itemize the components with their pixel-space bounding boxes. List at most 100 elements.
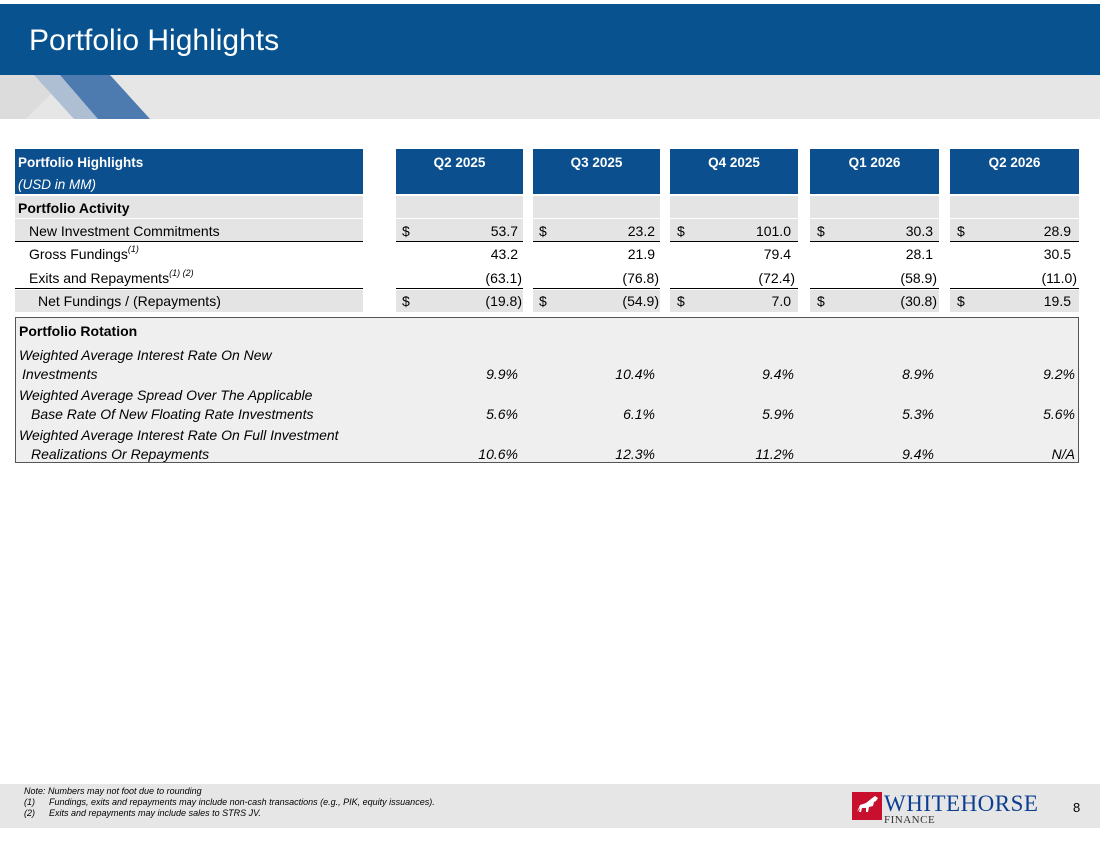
table-cell: 19.5 xyxy=(1043,293,1071,309)
header-subband xyxy=(0,75,1100,119)
row-band xyxy=(15,290,363,312)
row-band xyxy=(396,219,523,241)
table-cell: 79.4 xyxy=(763,246,791,262)
currency-symbol: $ xyxy=(817,223,825,239)
table-cell: 6.1% xyxy=(623,406,655,422)
rotation-label-line2: Investments xyxy=(22,366,98,382)
footnote-text-2: Exits and repayments may include sales t… xyxy=(49,808,261,818)
table-cell: (63.1) xyxy=(485,270,522,286)
footnote-number-2: (2) xyxy=(24,808,35,818)
rotation-label-line1: Weighted Average Spread Over The Applica… xyxy=(19,387,313,403)
row-band xyxy=(670,219,798,241)
table-cell: 9.9% xyxy=(486,366,518,382)
row-label-new-commitments: New Investment Commitments xyxy=(29,223,220,239)
table-cell: 7.0 xyxy=(771,293,791,309)
rotation-label-line1: Weighted Average Interest Rate On New xyxy=(19,347,272,363)
table-cell: 5.9% xyxy=(762,406,794,422)
page-title: Portfolio Highlights xyxy=(29,24,280,57)
logo-wordmark: WHITEHORSE xyxy=(884,791,1039,816)
section-band xyxy=(670,196,798,218)
currency-symbol: $ xyxy=(677,223,685,239)
row-divider xyxy=(533,288,660,289)
portfolio-rotation-box xyxy=(15,317,1079,463)
row-band xyxy=(15,219,363,241)
row-divider xyxy=(810,288,939,289)
slide-header: Portfolio Highlights xyxy=(0,4,1100,75)
period-header-5: Q2 2026 xyxy=(950,149,1079,194)
row-label-gross-fundings: Gross Fundings(1) xyxy=(29,244,139,262)
section-band xyxy=(15,196,363,218)
currency-symbol: $ xyxy=(957,293,965,309)
table-cell: 9.2% xyxy=(1043,366,1075,382)
rotation-label-line2: Base Rate Of New Floating Rate Investmen… xyxy=(31,406,314,422)
section-label-activity: Portfolio Activity xyxy=(18,200,130,216)
row-band xyxy=(533,290,660,312)
table-title-cell: Portfolio Highlights (USD in MM) xyxy=(15,149,363,194)
logo-subtitle: FINANCE xyxy=(884,814,936,826)
table-cell: 53.7 xyxy=(490,223,518,239)
table-subtitle: (USD in MM) xyxy=(18,177,96,192)
row-label-net-fundings: Net Fundings / (Repayments) xyxy=(38,293,221,309)
currency-symbol: $ xyxy=(539,223,547,239)
row-band xyxy=(950,290,1079,312)
horse-icon xyxy=(852,792,882,820)
table-cell: 8.9% xyxy=(902,366,934,382)
table-cell: (76.8) xyxy=(622,270,659,286)
currency-symbol: $ xyxy=(402,293,410,309)
currency-symbol: $ xyxy=(677,293,685,309)
table-cell: 5.6% xyxy=(1043,406,1075,422)
table-cell: 5.3% xyxy=(902,406,934,422)
row-band xyxy=(950,219,1079,241)
currency-symbol: $ xyxy=(539,293,547,309)
period-header-2: Q3 2025 xyxy=(533,149,660,194)
table-cell: 11.2% xyxy=(755,446,794,462)
table-cell: 10.4% xyxy=(615,366,655,382)
period-header-1: Q2 2025 xyxy=(396,149,523,194)
section-label-rotation: Portfolio Rotation xyxy=(19,323,138,339)
decorative-stripes-icon xyxy=(0,75,150,119)
section-band xyxy=(396,196,523,218)
row-divider xyxy=(810,241,939,242)
row-divider xyxy=(396,241,523,242)
row-divider xyxy=(950,288,1079,289)
table-cell: 28.9 xyxy=(1043,223,1071,239)
row-band xyxy=(810,219,939,241)
footnote-marker: (1) xyxy=(127,244,139,254)
currency-symbol: $ xyxy=(957,223,965,239)
table-cell: (11.0) xyxy=(1041,270,1077,286)
rotation-label-line1: Weighted Average Interest Rate On Full I… xyxy=(19,427,339,443)
table-title: Portfolio Highlights xyxy=(18,155,144,170)
table-cell: 9.4% xyxy=(762,366,794,382)
table-cell: 9.4% xyxy=(902,446,934,462)
footnote-note: Note: Numbers may not foot due to roundi… xyxy=(24,786,202,796)
row-divider xyxy=(950,241,1079,242)
table-cell: (72.4) xyxy=(758,270,795,286)
table-cell: (58.9) xyxy=(900,270,937,286)
row-label-exits-repayments: Exits and Repayments(1) (2) xyxy=(29,268,194,286)
table-cell: 12.3% xyxy=(615,446,655,462)
footnote-text-1: Fundings, exits and repayments may inclu… xyxy=(49,797,435,807)
row-band xyxy=(810,290,939,312)
footnote-marker: (1) (2) xyxy=(169,268,194,278)
table-cell: (19.8) xyxy=(485,293,522,309)
row-band xyxy=(670,290,798,312)
table-cell: N/A xyxy=(1051,446,1075,462)
row-divider xyxy=(396,288,523,289)
row-divider xyxy=(533,241,660,242)
table-cell: 10.6% xyxy=(478,446,518,462)
table-cell: 5.6% xyxy=(486,406,518,422)
section-band xyxy=(533,196,660,218)
table-cell: (54.9) xyxy=(622,293,659,309)
row-divider xyxy=(670,241,798,242)
period-header-4: Q1 2026 xyxy=(810,149,939,194)
currency-symbol: $ xyxy=(402,223,410,239)
row-divider xyxy=(15,241,363,242)
row-band xyxy=(533,219,660,241)
table-cell: 30.3 xyxy=(905,223,933,239)
rotation-label-line2: Realizations Or Repayments xyxy=(31,446,210,462)
table-cell: 30.5 xyxy=(1043,246,1071,262)
section-band xyxy=(810,196,939,218)
footnote-number-1: (1) xyxy=(24,797,35,807)
slide-footer xyxy=(0,784,1100,828)
table-cell: 101.0 xyxy=(755,223,791,239)
